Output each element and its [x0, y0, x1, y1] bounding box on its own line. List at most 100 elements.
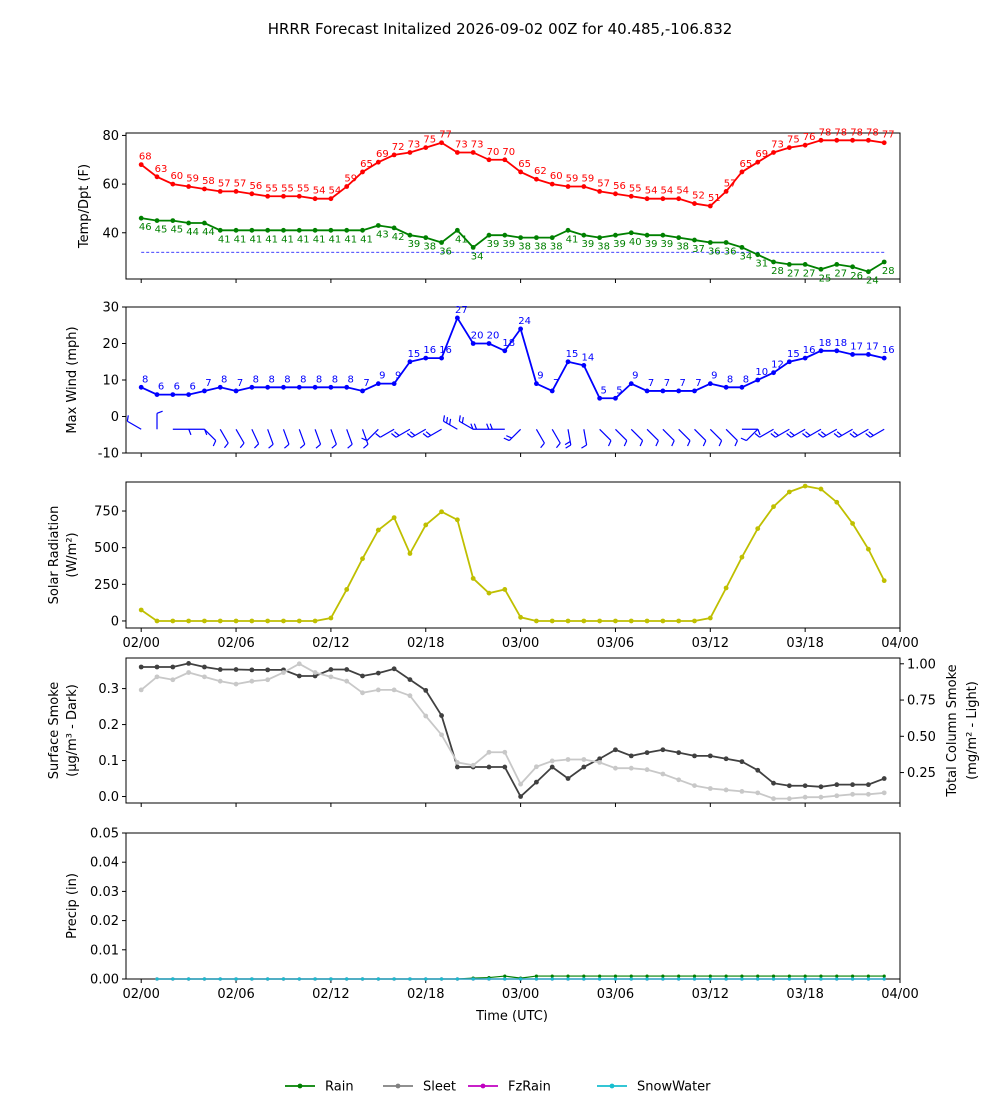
wind-barb-flag: [394, 431, 400, 436]
data-point: [676, 196, 682, 202]
x-tick-label: 04/00: [881, 636, 918, 651]
data-label: 5: [600, 385, 606, 396]
data-point: [407, 551, 413, 556]
wind-barb: [172, 428, 192, 436]
data-label: 59: [581, 174, 594, 185]
x-axis-label: Time (UTC): [475, 1009, 548, 1024]
data-point: [660, 232, 666, 238]
data-point: [328, 196, 334, 202]
y-right-tick-label: 1.00: [907, 657, 936, 672]
data-point: [375, 381, 381, 387]
data-label: 38: [597, 242, 610, 253]
data-point: [850, 137, 855, 143]
data-point: [375, 527, 381, 533]
data-point: [423, 355, 429, 361]
data-label: 45: [155, 225, 168, 236]
wind-barb-flag: [126, 415, 129, 422]
legend-item-snowwater: SnowWater: [597, 1080, 711, 1095]
data-point: [645, 974, 649, 978]
data-point: [217, 384, 223, 390]
data-label: 44: [202, 227, 215, 238]
data-point: [802, 142, 808, 148]
data-point: [802, 483, 808, 489]
data-point: [170, 664, 176, 670]
wind-barb-shaft: [630, 428, 644, 442]
data-point: [628, 765, 634, 771]
data-point: [534, 764, 539, 770]
data-point: [613, 977, 618, 981]
data-label: 41: [218, 234, 231, 245]
data-label: 38: [676, 242, 689, 253]
legend-label: SnowWater: [637, 1080, 711, 1095]
wind-barb: [581, 429, 588, 449]
data-label: 77: [882, 130, 895, 141]
data-point: [834, 348, 840, 354]
data-label: 41: [329, 234, 342, 245]
wind-barb-shaft: [411, 428, 427, 438]
data-point: [818, 348, 824, 354]
data-point: [344, 667, 350, 672]
data-point: [723, 787, 729, 793]
wind-barb-shaft: [725, 428, 738, 442]
data-label: 46: [139, 222, 152, 233]
data-point: [566, 974, 570, 978]
wind-barb-shaft: [854, 428, 869, 438]
data-label: 24: [866, 276, 879, 287]
wind-barb: [156, 410, 163, 430]
data-point: [171, 977, 175, 981]
data-point: [249, 678, 255, 684]
data-label: 41: [344, 234, 357, 245]
data-label: 60: [170, 171, 183, 182]
data-label: 78: [834, 127, 847, 138]
data-point: [344, 384, 350, 390]
data-label: 7: [664, 378, 670, 389]
data-point: [771, 150, 776, 155]
wind-barb-flag: [299, 443, 306, 449]
data-point: [660, 388, 666, 394]
wind-barb-flag: [461, 417, 464, 424]
data-point: [344, 184, 350, 189]
data-point: [660, 618, 666, 624]
wind-barb-flag: [363, 443, 369, 449]
wind-barb-flag: [503, 437, 510, 442]
wind-barb: [535, 428, 545, 449]
data-point: [281, 670, 286, 675]
data-label: 78: [819, 127, 832, 138]
wind-barb: [564, 429, 572, 449]
series-surface-smoke: [138, 660, 887, 799]
data-point: [707, 203, 713, 209]
data-point: [786, 262, 792, 267]
wind-barb-shaft: [646, 428, 659, 442]
data-point: [518, 614, 524, 620]
data-point: [771, 259, 776, 265]
data-point: [644, 767, 650, 773]
data-point: [217, 667, 223, 672]
y-right-tick-label: 0.50: [907, 730, 936, 745]
data-point: [865, 782, 871, 788]
data-point: [755, 377, 761, 383]
wind-barb: [709, 428, 723, 447]
data-point: [834, 262, 840, 267]
data-label: 9: [632, 371, 638, 382]
data-point: [186, 660, 192, 666]
data-point: [850, 521, 855, 526]
data-point: [439, 140, 444, 146]
data-label: 70: [487, 147, 500, 158]
data-label: 65: [360, 159, 373, 170]
wind-barb-flag: [284, 443, 290, 449]
panel-solar-radiation: 0 250 500 750 02/00 02/06 02/12 02/18 03/00 03/06…: [47, 481, 919, 651]
data-label: 72: [392, 142, 405, 153]
wind-barb-shaft: [870, 428, 885, 438]
data-point: [375, 670, 381, 676]
data-point: [391, 666, 397, 672]
wind-barb: [219, 428, 229, 449]
legend-swatch-marker: [395, 1083, 401, 1089]
wind-barb: [662, 428, 675, 447]
data-label: 45: [170, 225, 183, 236]
legend-swatch-marker: [480, 1083, 486, 1089]
data-point: [202, 186, 207, 192]
data-point: [296, 193, 302, 199]
data-point: [707, 240, 713, 245]
